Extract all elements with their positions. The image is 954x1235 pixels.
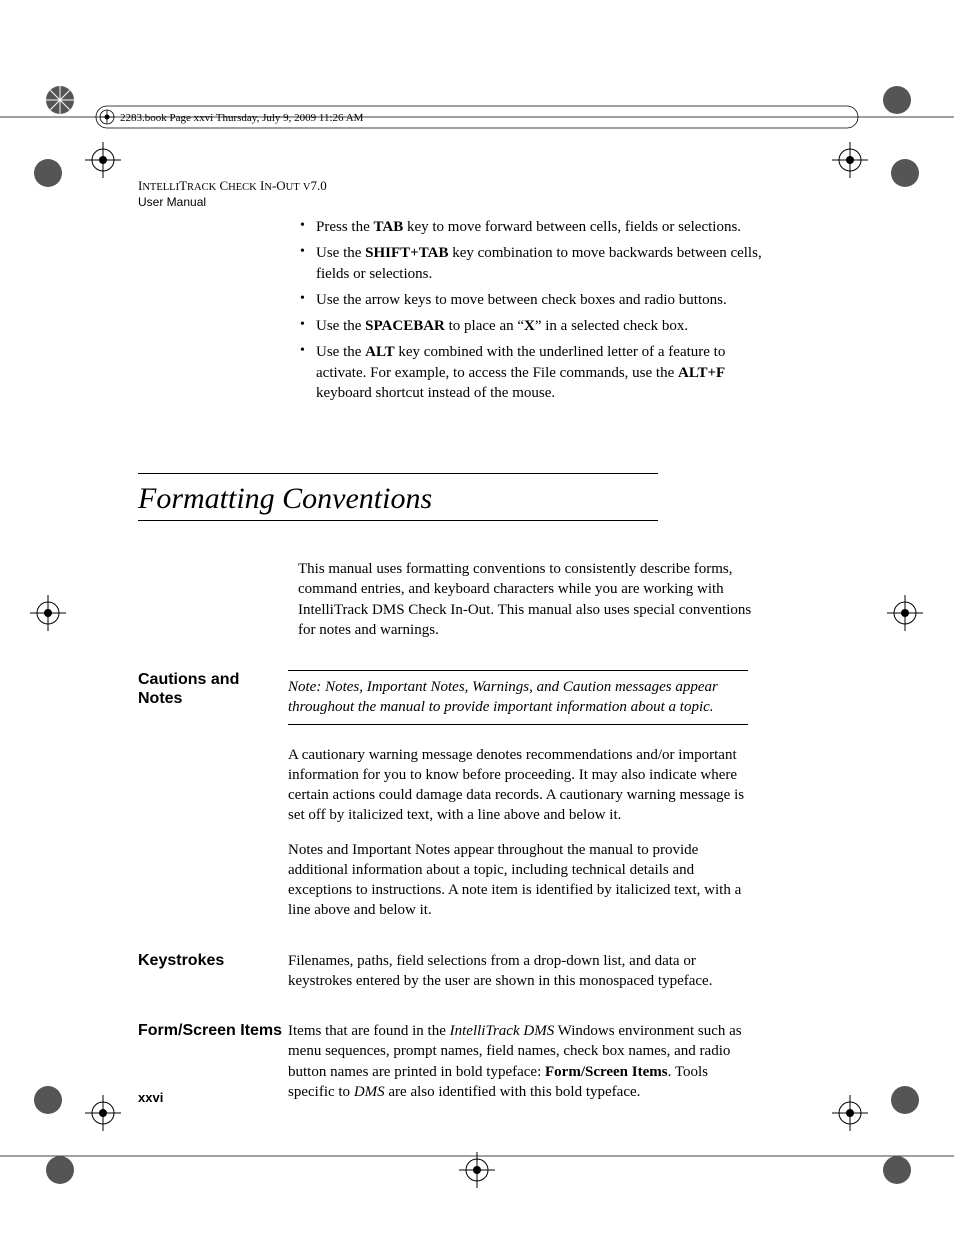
doc-title: INTELLITRACK CHECK IN-OUT V7.0 <box>138 178 818 194</box>
cautions-section: Cautions and Notes Note: Notes, Importan… <box>138 670 818 921</box>
cautions-p1: A cautionary warning message denotes rec… <box>288 745 748 826</box>
cautions-label: Cautions and Notes <box>138 670 288 921</box>
section-intro: This manual uses formatting conventions … <box>298 559 758 640</box>
running-header: 2283.book Page xxvi Thursday, July 9, 20… <box>120 112 818 124</box>
formscreen-body: Items that are found in the IntelliTrack… <box>288 1021 748 1102</box>
bullet-item: Use the arrow keys to move between check… <box>298 290 768 310</box>
bullet-item: Use the SHIFT+TAB key combination to mov… <box>298 243 768 284</box>
bullet-item: Use the ALT key combined with the underl… <box>298 342 768 403</box>
doc-subtitle: User Manual <box>138 195 818 209</box>
section-rule-bottom <box>138 520 658 521</box>
bullet-item: Use the SPACEBAR to place an “X” in a se… <box>298 316 768 336</box>
bullet-item: Press the TAB key to move forward betwee… <box>298 217 768 237</box>
keystrokes-label: Keystrokes <box>138 951 288 992</box>
keystrokes-body: Filenames, paths, field selections from … <box>288 951 748 992</box>
page-body: 2283.book Page xxvi Thursday, July 9, 20… <box>138 110 818 1102</box>
section-title: Formatting Conventions <box>138 476 818 516</box>
section-rule <box>138 473 658 474</box>
page-number: xxvi <box>138 1090 163 1105</box>
note-box: Note: Notes, Important Notes, Warnings, … <box>288 670 748 725</box>
cautions-p2: Notes and Important Notes appear through… <box>288 840 748 921</box>
keystrokes-section: Keystrokes Filenames, paths, field selec… <box>138 951 818 992</box>
bullet-list: Press the TAB key to move forward betwee… <box>298 217 768 403</box>
formscreen-section: Form/Screen Items Items that are found i… <box>138 1021 818 1102</box>
